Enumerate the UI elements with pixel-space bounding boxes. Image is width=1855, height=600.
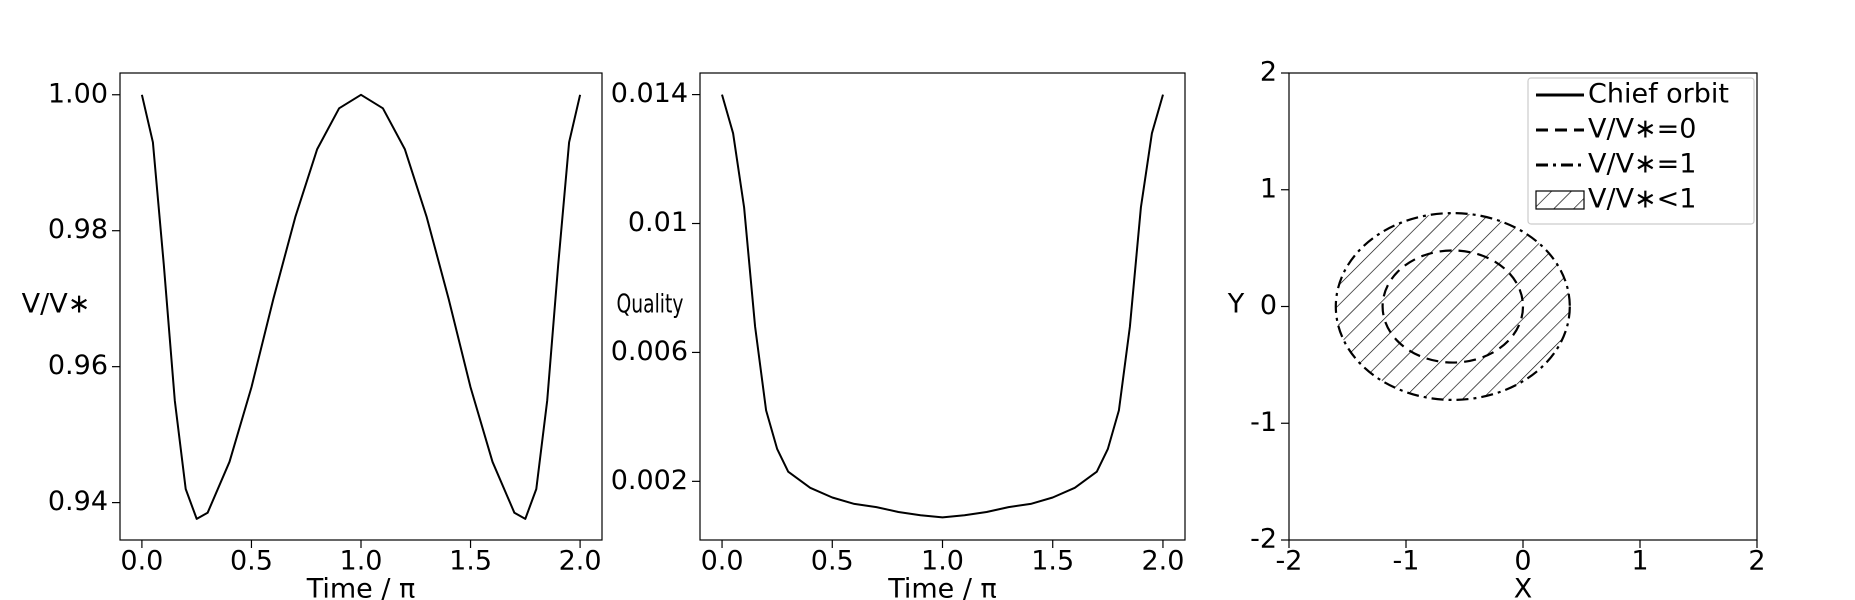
x-axis-label: Time / π [306,574,416,600]
x-tick-label: 2 [1748,546,1765,577]
line-series [140,93,582,520]
legend-label: V/V∗=1 [1588,149,1696,180]
x-tick-label: 2.0 [1141,546,1184,577]
y-tick-label: 0.006 [611,336,688,367]
y-tick-label: -2 [1250,524,1277,555]
legend-swatch [1535,190,1585,210]
legend-label: V/V∗=0 [1588,114,1696,145]
x-tick-label: 0.5 [230,546,273,577]
y-tick-label: 0.96 [48,350,108,381]
y-axis-label: Y [1227,289,1245,320]
x-tick-label: 0.0 [120,546,163,577]
x-tick-label: -1 [1393,546,1420,577]
y-tick-label: 1.00 [48,78,108,109]
x-axis-label: X [1514,574,1533,600]
region-dashed [1381,249,1525,364]
x-axis-label: Time / π [887,574,997,600]
y-tick-label: 0.98 [48,214,108,245]
axes-frame [119,72,603,541]
y-tick-label: 2 [1260,57,1277,88]
axes-frame [699,72,1186,541]
y-axis-label: V/V∗ [22,289,91,320]
x-tick-label: 1.5 [1031,546,1074,577]
legend-label: V/V∗<1 [1588,184,1696,215]
line-series [721,94,1164,519]
region-dashdot [1334,212,1571,402]
x-tick-label: -2 [1276,546,1303,577]
y-tick-label: 0.01 [628,207,688,238]
x-tick-label: 2.0 [559,546,602,577]
y-tick-label: 1 [1260,173,1277,204]
region-hatch [1335,213,1570,400]
x-tick-label: 0.0 [701,546,744,577]
y-tick-label: 0 [1260,290,1277,321]
x-tick-label: 1.0 [340,546,383,577]
y-tick-label: 0.94 [48,486,108,517]
x-tick-label: 1.0 [921,546,964,577]
y-tick-label: 0.002 [611,465,688,496]
y-tick-label: -1 [1250,407,1277,438]
x-tick-label: 1.5 [449,546,492,577]
x-tick-label: 0 [1514,546,1531,577]
y-tick-label: 0.014 [611,78,688,109]
y-axis-label: Quality [617,290,684,320]
legend-box [1527,77,1755,225]
legend-label: Chief orbit [1588,79,1729,110]
x-tick-label: 1 [1631,546,1648,577]
x-tick-label: 0.5 [811,546,854,577]
